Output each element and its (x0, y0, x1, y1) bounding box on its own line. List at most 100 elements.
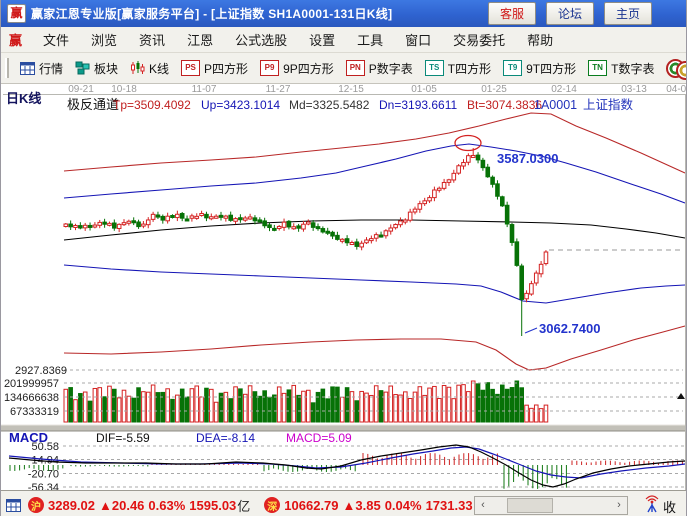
menu-item-gann[interactable]: 江恩 (187, 33, 214, 48)
sh-index-amount: 1595.03 (189, 497, 237, 513)
channel-tp-value: Tp=3509.4092 (113, 98, 191, 112)
titlebar-buttons: 客服 论坛 主页 (487, 2, 652, 25)
sh-index-change: ▲20.46 (99, 497, 145, 513)
date-axis: 09-21 10-18 11-07 11-27 12-15 01-05 01-25 02-14… (68, 84, 687, 95)
macd-scale-label: 14.94 (31, 455, 59, 467)
macd-dif-line (8, 444, 686, 488)
toolbar-item-label: P四方形 (204, 61, 249, 76)
sz-index-value: 10662.79 (284, 497, 339, 513)
menu-item-formula-stock-pick[interactable]: 公式选股 (235, 33, 288, 48)
symbol-name: 上证指数 (583, 97, 634, 112)
volume-scale-label: 134666638 (4, 392, 59, 404)
kline-chart-canvas[interactable]: 09-21 10-18 11-07 11-27 12-15 01-05 01-25 02-14… (1, 84, 687, 494)
macd-title: MACD (9, 430, 48, 445)
macd-scale-label: -20.70 (28, 469, 59, 481)
toolbar-grip[interactable] (5, 58, 9, 78)
channel-up-value: Up=3423.1014 (201, 98, 280, 112)
svg-text:12-15: 12-15 (338, 84, 364, 95)
toolbar-item-quotes[interactable]: 行情 (14, 57, 69, 80)
kline-icon (130, 61, 145, 75)
left-axis-price-label: 2927.8369 (15, 365, 67, 377)
macd-scale-label: -56.34 (28, 482, 59, 490)
scroll-right-arrow[interactable]: › (617, 499, 621, 511)
shanghai-market-badge[interactable]: 沪 (28, 497, 44, 513)
macd-dif-value: DIF=-5.59 (96, 431, 150, 445)
sz-index-pct: 0.04% (384, 497, 422, 513)
scrollbar-thumb[interactable] (507, 498, 553, 513)
channel-dn-value: Dn=3193.6611 (379, 98, 458, 112)
volume-scale-label: 201999957 (4, 378, 59, 390)
scroll-left-arrow[interactable]: ‹ (481, 499, 485, 511)
menu-item-browse[interactable]: 浏览 (91, 33, 118, 48)
9p-square-icon: P9 (260, 60, 280, 76)
menu-logo-icon: 赢 (9, 33, 23, 48)
t-number-table-icon: TN (588, 60, 608, 76)
peak-circle-annotation (454, 134, 482, 152)
macd-hist-value: MACD=5.09 (286, 431, 352, 445)
quotes-icon (20, 61, 35, 75)
menu-item-settings[interactable]: 设置 (309, 33, 336, 48)
peak-price-label: 3587.0300 (497, 151, 558, 166)
svg-text:10-18: 10-18 (111, 84, 137, 95)
toolbar-item-label: K线 (149, 61, 170, 76)
toolbar-item-9t-square[interactable]: T9 9T四方形 (497, 57, 582, 80)
window-title: 赢家江恩专业版[赢家服务平台] - [上证指数 SH1A0001-131日K线] (31, 7, 393, 21)
toolbar-item-p-square[interactable]: PS P四方形 (175, 57, 254, 80)
p-square-icon: PS (181, 60, 201, 76)
sz-index-amount: 1731.33 (425, 497, 473, 513)
9t-square-icon: T9 (503, 60, 523, 76)
toolbar-item-label: 9T四方形 (526, 61, 577, 76)
sectors-icon (75, 61, 90, 75)
low-price-label: 3062.7400 (539, 321, 600, 336)
app-logo-icon: 赢 (7, 4, 26, 23)
receive-status-label: 收 (663, 500, 677, 515)
volume-axis-marker (677, 393, 685, 399)
menu-item-news[interactable]: 资讯 (139, 33, 166, 48)
customer-service-button[interactable]: 客服 (487, 2, 536, 25)
menu-item-help[interactable]: 帮助 (527, 33, 554, 48)
toolbar-item-label: T四方形 (447, 61, 492, 76)
t-square-icon: TS (424, 60, 444, 76)
menu-item-file[interactable]: 文件 (43, 33, 70, 48)
toolbar-item-p-number-table[interactable]: PN P数字表 (340, 57, 419, 80)
channel-bt-value: Bt=3074.3836 (467, 98, 542, 112)
symbol-code: 1A0001 (534, 98, 577, 112)
toolbar-item-label: 9P四方形 (283, 61, 334, 76)
sh-amount-unit: 亿 (237, 498, 251, 514)
sh-index-value: 3289.02 (48, 497, 95, 513)
menu-item-window[interactable]: 窗口 (405, 33, 432, 48)
sz-index-change: ▲3.85 (342, 497, 381, 513)
toolbar-item-kline[interactable]: K线 (124, 57, 175, 80)
forum-button[interactable]: 论坛 (545, 2, 594, 25)
volume-scale-label: 67333319 (10, 406, 59, 418)
svg-text:02-14: 02-14 (551, 84, 577, 95)
svg-text:01-25: 01-25 (481, 84, 507, 95)
title-bar[interactable]: 赢 赢家江恩专业版[赢家服务平台] - [上证指数 SH1A0001-131日K… (1, 0, 686, 27)
sh-index-pct: 0.63% (148, 497, 186, 513)
quotes-grid-icon[interactable] (6, 498, 21, 512)
connection-antenna-icon (644, 495, 660, 516)
shenzhen-market-badge[interactable]: 深 (264, 497, 281, 513)
menu-item-tools[interactable]: 工具 (357, 33, 384, 48)
svg-text:03-13: 03-13 (621, 84, 647, 95)
toolbar-item-t-number-table[interactable]: TN T数字表 (582, 57, 660, 80)
svg-text:04-02: 04-02 (666, 84, 687, 95)
horizontal-scrollbar[interactable]: ‹ › (474, 496, 628, 515)
toolbar-item-sectors[interactable]: 板块 (69, 57, 124, 80)
toolbar-item-9p-square[interactable]: P9 9P四方形 (254, 57, 340, 80)
svg-text:09-21: 09-21 (68, 84, 94, 95)
toolbar-item-label: P数字表 (368, 61, 413, 76)
toolbar-item-t-square[interactable]: TS T四方形 (419, 57, 497, 80)
svg-text:11-07: 11-07 (192, 84, 217, 95)
toolbar-item-label: T数字表 (611, 61, 655, 76)
gann-wheel-2-icon[interactable] (676, 61, 686, 80)
menu-item-trade-entrust[interactable]: 交易委托 (453, 33, 506, 48)
svg-text:11-27: 11-27 (266, 84, 291, 95)
p-number-table-icon: PN (345, 60, 365, 76)
toolbar: 行情 板块 K线 PS P四方形 P9 9P四方形 PN P数字表 TS T四方形 T9 9T四方形 TN… (1, 53, 686, 84)
chart-area: 09-21 10-18 11-07 11-27 12-15 01-05 01-25 02-14… (1, 84, 687, 494)
status-bar: 沪 3289.02 ▲20.46 0.63% 1595.03 亿 深 10662… (1, 490, 686, 516)
panel-splitter[interactable] (1, 425, 687, 431)
home-button[interactable]: 主页 (603, 2, 652, 25)
